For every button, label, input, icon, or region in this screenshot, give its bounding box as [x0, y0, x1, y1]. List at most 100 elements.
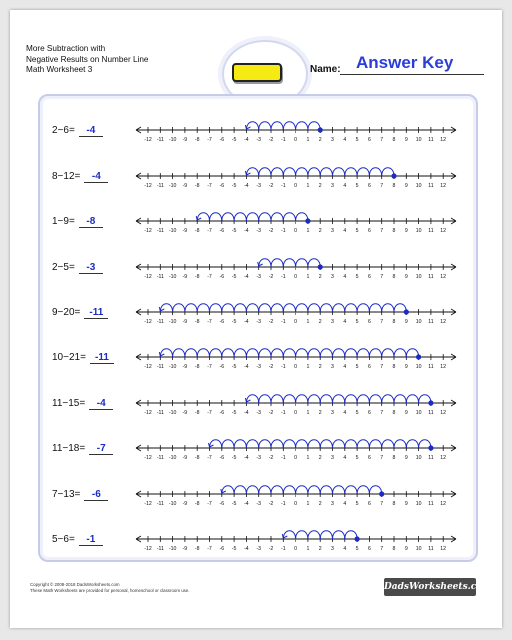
tick-label: -4 [244, 410, 249, 416]
tick-label: 4 [343, 183, 346, 189]
tick-label: -1 [281, 137, 286, 143]
problem-8: 11−18= -7 [52, 443, 114, 455]
tick-label: 2 [319, 501, 322, 507]
tick-label: -9 [183, 546, 188, 552]
jump-arc [393, 439, 407, 449]
tick-label: 4 [343, 319, 346, 325]
tick-label: 6 [368, 183, 371, 189]
jump-arc [270, 121, 284, 131]
tick-label: 0 [294, 183, 297, 189]
tick-label: 4 [343, 137, 346, 143]
tick-label: -7 [207, 319, 212, 325]
jump-arc [258, 121, 272, 131]
tick-label: 10 [416, 455, 422, 461]
jump-arc [356, 348, 370, 358]
jump-arc [270, 258, 284, 268]
tick-label: -2 [269, 501, 274, 507]
jump-arc [319, 394, 333, 404]
tick-label: 9 [405, 319, 408, 325]
jump-arc [245, 167, 260, 177]
tick-label: 9 [405, 137, 408, 143]
tick-label: 4 [343, 228, 346, 234]
tick-label: -12 [144, 137, 152, 143]
tick-label: 7 [380, 319, 383, 325]
jump-arc [368, 439, 383, 449]
tick-label: 12 [440, 364, 446, 370]
tick-label: 2 [319, 183, 322, 189]
tick-label: 8 [393, 183, 396, 189]
number-line-left-arrow [135, 172, 142, 180]
tick-label: 3 [331, 364, 334, 370]
tick-label: -5 [232, 501, 237, 507]
tick-label: 4 [343, 455, 346, 461]
tick-label: -10 [169, 183, 177, 189]
jump-arc [245, 348, 260, 358]
tick-label: 6 [368, 455, 371, 461]
tick-label: 1 [306, 546, 309, 552]
number-line-right-arrow [450, 217, 457, 225]
tick-label: 11 [428, 501, 433, 507]
tick-label: 0 [294, 228, 297, 234]
arrow-head [244, 397, 251, 403]
jump-arc [221, 485, 235, 495]
tick-label: -2 [269, 364, 274, 370]
tick-label: -10 [169, 137, 177, 143]
problem-answer: -6 [84, 489, 109, 501]
jump-arc [258, 167, 272, 177]
jump-arc [368, 394, 383, 404]
tick-label: 12 [440, 274, 446, 280]
number-line-right-arrow [450, 308, 457, 316]
tick-label: 3 [331, 410, 334, 416]
tick-label: 9 [405, 501, 408, 507]
tick-label: -11 [157, 364, 164, 370]
jump-arc [258, 348, 272, 358]
start-dot [379, 491, 385, 497]
tick-label: -2 [269, 319, 274, 325]
number-line-left-arrow [135, 308, 142, 316]
tick-label: -4 [244, 183, 249, 189]
jump-arc [307, 303, 321, 313]
jump-arc [344, 303, 358, 313]
problem-6: 10−21= -11 [52, 352, 114, 364]
number-line-left-arrow [135, 444, 142, 452]
tick-label: 1 [306, 364, 309, 370]
jump-arc [258, 439, 272, 449]
tick-label: -6 [219, 183, 224, 189]
tick-label: -7 [207, 137, 212, 143]
tick-label: 9 [405, 228, 408, 234]
tick-label: 11 [428, 410, 433, 416]
start-dot [428, 445, 434, 451]
arrow-head [158, 306, 165, 312]
number-line-left-arrow [135, 263, 142, 271]
tick-label: -1 [281, 183, 286, 189]
tick-label: -7 [207, 455, 212, 461]
jump-arc [307, 439, 321, 449]
tick-label: 7 [380, 137, 383, 143]
tick-label: -10 [169, 319, 177, 325]
jump-arc [233, 348, 247, 358]
jump-arc [196, 212, 210, 222]
tick-label: -11 [157, 274, 164, 280]
jump-arc [270, 394, 284, 404]
tick-label: -3 [256, 501, 261, 507]
name-line [340, 74, 484, 75]
arrow-head [220, 488, 227, 494]
tick-label: 6 [368, 364, 371, 370]
tick-label: -4 [244, 319, 249, 325]
jump-arc [282, 530, 297, 540]
tick-label: -9 [183, 364, 188, 370]
usage-text: These Math Worksheets are provided for p… [30, 588, 190, 593]
jump-arc [381, 439, 395, 449]
tick-label: -4 [244, 137, 249, 143]
problem-1: 2−6= -4 [52, 125, 103, 137]
tick-label: -11 [157, 455, 164, 461]
tick-label: -3 [256, 274, 261, 280]
tick-label: 6 [368, 319, 371, 325]
tick-label: -2 [269, 274, 274, 280]
tick-label: -1 [281, 501, 286, 507]
tick-label: -5 [232, 546, 237, 552]
tick-label: 1 [306, 137, 309, 143]
tick-label: 6 [368, 410, 371, 416]
tick-label: 1 [306, 410, 309, 416]
start-dot [317, 264, 323, 270]
